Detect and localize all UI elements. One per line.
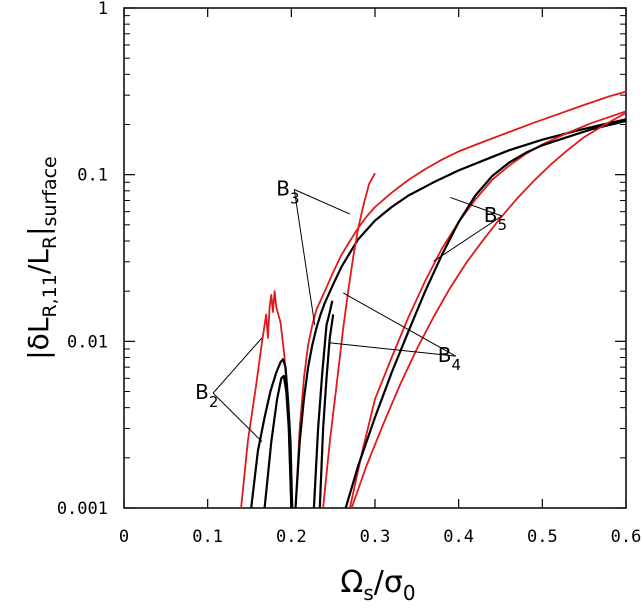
y-tick-label: 0.001	[57, 499, 108, 519]
annotation-b4: B4	[438, 343, 461, 374]
series-black-b4a	[312, 300, 334, 508]
axes-layer: 0 0.1 0.2 0.3 0.4 0.5 0.6 0.001 0.01 0.1 1	[57, 0, 642, 547]
series-red-b4	[322, 172, 376, 508]
annotation-b2: B2	[195, 380, 218, 411]
series-group	[240, 90, 626, 508]
y-tick-label: 1	[98, 0, 108, 19]
annotation-b5-pointer-1	[433, 215, 503, 262]
x-tick-label: 0	[119, 527, 129, 547]
x-tick-label: 0.5	[527, 527, 558, 547]
series-black-b3	[294, 118, 626, 508]
x-tick-label: 0.4	[443, 527, 474, 547]
series-red-b3	[294, 90, 626, 508]
y-axis-label: |δLR,11/LR|surface	[22, 156, 61, 360]
annotation-b3: B3	[276, 176, 299, 207]
y-tick-label: 0.1	[77, 166, 108, 186]
annotation-b2-pointer-0	[212, 337, 263, 394]
series-layer	[240, 90, 626, 508]
x-tick-label: 0.3	[360, 527, 391, 547]
x-tick-label: 0.2	[276, 527, 307, 547]
annotation-b2-pointer-1	[212, 392, 263, 443]
series-red-b2	[240, 290, 293, 508]
series-black-b2-inner	[263, 374, 293, 508]
plot-frame	[123, 7, 627, 509]
x-tick-label: 0.6	[611, 527, 642, 547]
annotation-b3-pointer-1	[293, 189, 316, 326]
series-black-b5	[344, 119, 626, 508]
annotation-b3-pointer-0	[294, 189, 351, 215]
y-tick-label: 0.01	[67, 332, 108, 352]
annotation-layer: B2 B3 B4 B5	[195, 176, 507, 443]
annotation-b4-pointer-1	[328, 342, 456, 357]
annotation-b4-pointer-0	[342, 292, 456, 357]
x-axis-label: Ωs/σ0	[340, 565, 415, 605]
series-black-b4b	[318, 314, 335, 508]
series-red-b4-lower	[349, 110, 626, 508]
x-tick-label: 0.1	[192, 527, 223, 547]
annotation-b5-pointer-0	[450, 196, 502, 217]
annotation-b5: B5	[484, 203, 507, 234]
series-red-b5	[350, 112, 626, 508]
